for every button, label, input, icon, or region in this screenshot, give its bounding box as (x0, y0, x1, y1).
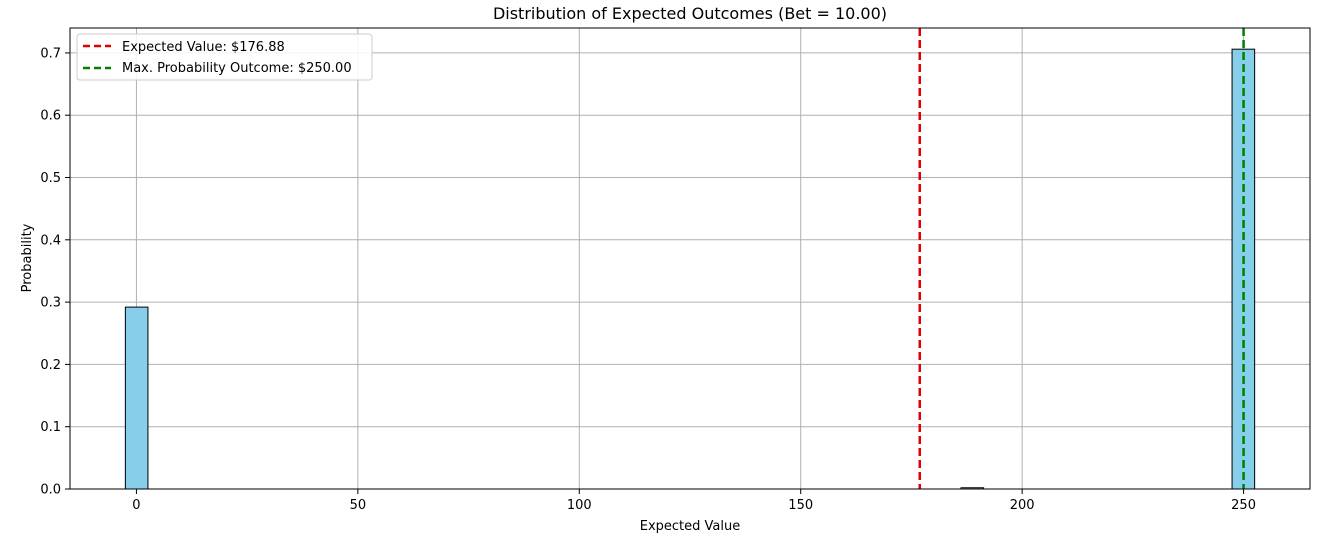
legend-label-expected-value: Expected Value: $176.88 (122, 40, 285, 55)
y-tick-label-5: 0.5 (40, 171, 61, 186)
y-tick-label-4: 0.4 (40, 233, 61, 248)
legend-label-max-probability: Max. Probability Outcome: $250.00 (122, 61, 352, 76)
x-axis-title: Expected Value (640, 519, 740, 534)
plot-frame (70, 28, 1310, 489)
y-axis-title: Probability (20, 223, 35, 292)
y-tick-label-2: 0.2 (40, 358, 61, 373)
x-axis-ticks: 0 50 100 150 200 250 (132, 489, 1256, 513)
histogram-bar-0 (125, 307, 148, 489)
chart-title: Distribution of Expected Outcomes (Bet =… (493, 4, 887, 23)
y-axis-ticks: 0.0 0.1 0.2 0.3 0.4 0.5 0.6 0.7 (40, 46, 70, 497)
y-tick-label-3: 0.3 (40, 296, 61, 311)
y-tick-label-6: 0.6 (40, 109, 61, 124)
grid-lines (70, 28, 1310, 489)
x-tick-label-4: 200 (1010, 498, 1035, 513)
legend: Expected Value: $176.88 Max. Probability… (77, 34, 372, 80)
x-tick-label-2: 100 (567, 498, 592, 513)
y-tick-label-0: 0.0 (40, 483, 61, 498)
reference-lines (920, 28, 1244, 489)
x-tick-label-1: 50 (350, 498, 367, 513)
x-tick-label-3: 150 (788, 498, 813, 513)
x-tick-label-5: 250 (1231, 498, 1256, 513)
y-tick-label-1: 0.1 (40, 420, 61, 435)
y-tick-label-7: 0.7 (40, 46, 61, 61)
x-tick-label-0: 0 (132, 498, 140, 513)
